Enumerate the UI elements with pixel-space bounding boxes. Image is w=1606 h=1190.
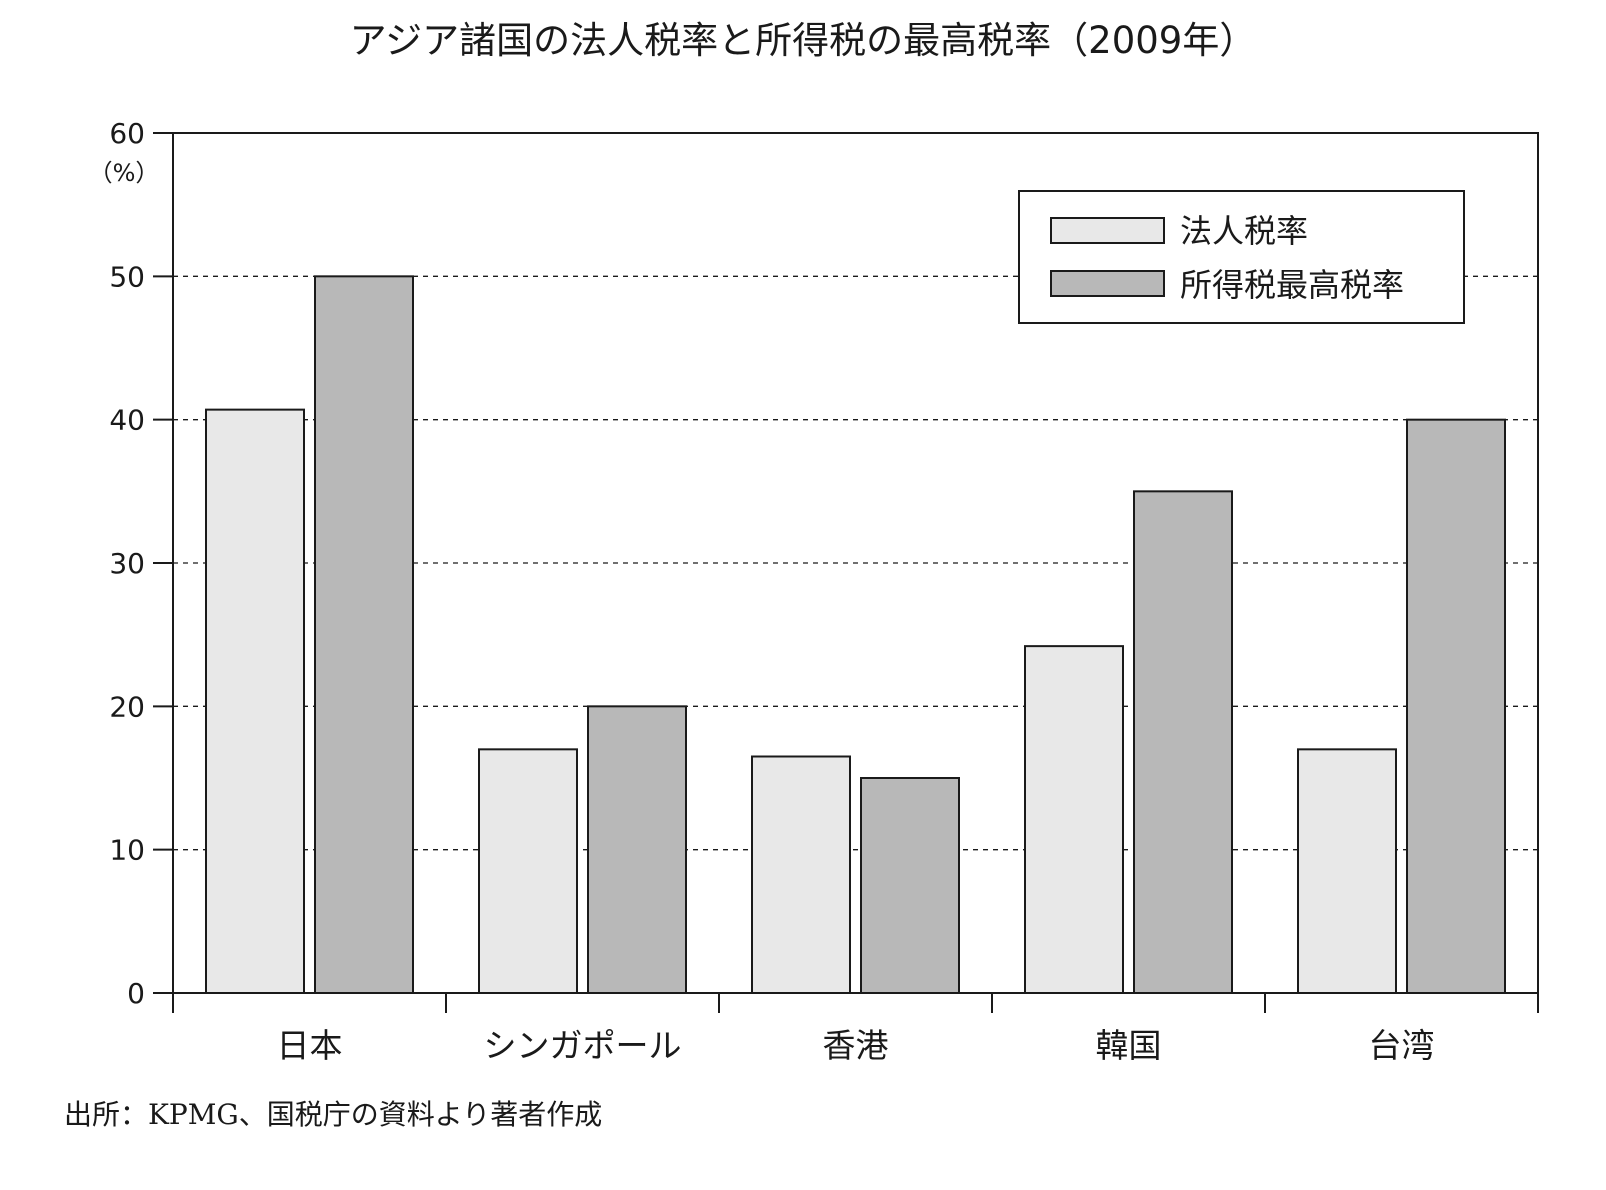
bars: [205, 275, 1506, 995]
y-tick-label-0: 0: [127, 977, 145, 1010]
y-tick-label-50: 50: [109, 260, 145, 293]
category-labels: 日本 シンガポール 香港 韓国 台湾: [277, 1026, 1435, 1065]
bar-1-4: [1406, 418, 1506, 994]
bar-0-0: [205, 408, 305, 994]
bar-0-1: [478, 748, 578, 994]
legend-box: [1018, 190, 1465, 324]
legend-label-income: 所得税最高税率: [1180, 266, 1404, 304]
y-tick-label-40: 40: [109, 404, 145, 437]
category-label-1: シンガポール: [484, 1026, 682, 1065]
bar-0-4: [1297, 748, 1397, 994]
y-tick-label-20: 20: [109, 690, 145, 723]
source-note: 出所：KPMG、国税庁の資料より著者作成: [64, 1098, 603, 1131]
bar-0-2: [751, 755, 851, 994]
y-tick-label-30: 30: [109, 547, 145, 580]
category-label-2: 香港: [823, 1026, 889, 1065]
gridlines: [173, 275, 1538, 851]
legend-label-corporate: 法人税率: [1180, 212, 1308, 250]
legend-swatch-income: [1050, 270, 1165, 297]
category-label-3: 韓国: [1096, 1026, 1162, 1065]
bar-1-0: [314, 275, 414, 995]
y-tick-label-60: 60: [109, 117, 145, 150]
bar-1-2: [860, 777, 960, 994]
bar-0-3: [1024, 645, 1124, 995]
y-tick-label-10: 10: [109, 834, 145, 867]
legend-swatch-corporate: [1050, 217, 1165, 244]
bar-1-1: [587, 705, 687, 994]
legend: 法人税率 所得税最高税率: [1018, 190, 1465, 324]
y-ticks: 0 10 20 30 40 50 60: [109, 117, 173, 1010]
bar-1-3: [1133, 490, 1233, 994]
category-label-0: 日本: [277, 1026, 343, 1065]
y-axis-unit: （%）: [89, 159, 160, 187]
chart-title: アジア諸国の法人税率と所得税の最高税率（2009年）: [350, 19, 1257, 62]
category-label-4: 台湾: [1369, 1026, 1435, 1065]
